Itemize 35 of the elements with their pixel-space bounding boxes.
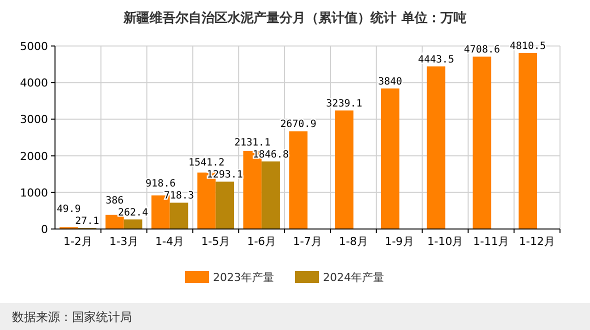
data-label: 262.4 xyxy=(118,207,148,218)
chart-title: 新疆维吾尔自治区水泥产量分月（累计值）统计 单位：万吨 xyxy=(122,10,466,26)
data-label: 386 xyxy=(106,195,124,206)
x-tick-label: 1-7月 xyxy=(293,235,322,248)
y-tick-label: 1000 xyxy=(20,186,48,200)
x-tick-label: 1-5月 xyxy=(201,235,230,248)
x-tick-label: 1-12月 xyxy=(519,235,556,248)
y-tick-label: 2000 xyxy=(20,150,48,163)
x-tick-label: 1-8月 xyxy=(338,235,368,248)
legend-label: 2024年产量 xyxy=(323,271,384,284)
x-tick-label: 1-2月 xyxy=(63,235,92,248)
data-label: 4443.5 xyxy=(418,54,454,66)
y-tick-label: 5000 xyxy=(20,40,48,53)
y-tick-label: 0 xyxy=(41,223,48,236)
data-label: 2131.1 xyxy=(234,137,270,148)
legend-label: 2023年产量 xyxy=(213,271,274,284)
data-label: 49.9 xyxy=(56,204,81,216)
data-label: 27.1 xyxy=(75,216,100,228)
x-tick-label: 1-3月 xyxy=(109,235,138,248)
data-label: 3840 xyxy=(378,76,402,88)
x-tick-label: 1-10月 xyxy=(427,235,464,248)
source-note: 数据来源：国家统计局 xyxy=(12,310,132,324)
data-label: 718.3 xyxy=(164,190,194,202)
x-tick-label: 1-6月 xyxy=(247,235,276,248)
y-tick-label: 4000 xyxy=(20,76,48,90)
data-label: 3239.1 xyxy=(326,98,362,110)
data-label: 2670.9 xyxy=(280,119,316,130)
x-tick-label: 1-4月 xyxy=(155,235,184,248)
y-tick-label: 3000 xyxy=(20,113,48,126)
data-label: 4708.6 xyxy=(464,44,500,56)
data-label: 918.6 xyxy=(146,178,176,190)
data-label: 4810.5 xyxy=(510,40,546,52)
x-tick-label: 1-11月 xyxy=(473,235,510,248)
x-tick-label: 1-9月 xyxy=(384,235,414,248)
data-label: 1541.2 xyxy=(188,158,225,169)
